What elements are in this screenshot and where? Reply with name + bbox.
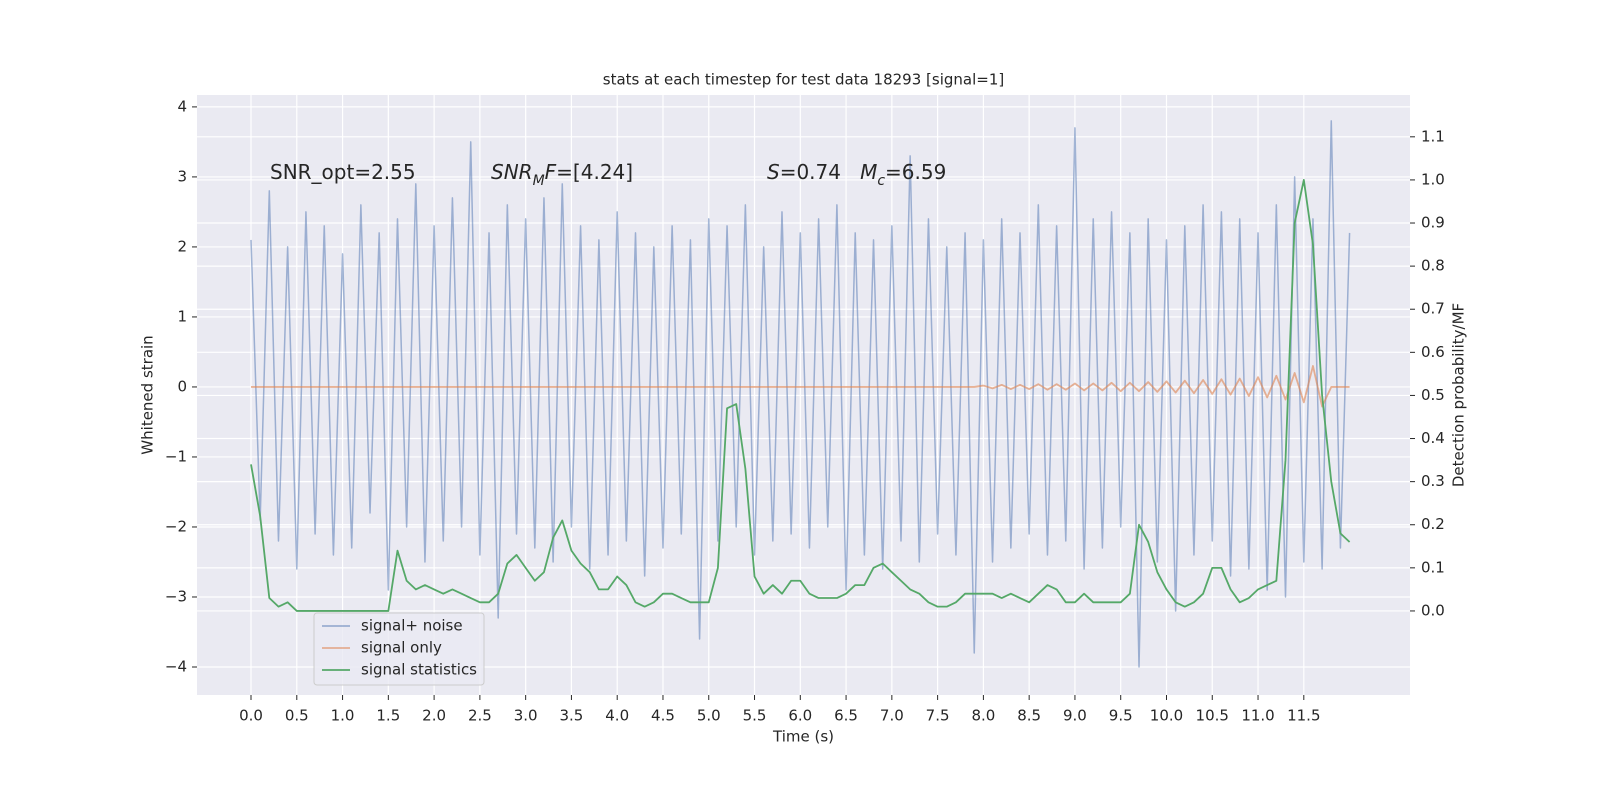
- annotation-part: =0.74: [780, 160, 860, 184]
- y-tick-label: 1: [177, 307, 187, 325]
- x-tick-label: 3.5: [559, 707, 583, 725]
- y2-tick-label: 0.3: [1421, 472, 1445, 490]
- y2-tick-label: 0.9: [1421, 214, 1445, 232]
- x-tick-label: 2.5: [468, 707, 492, 725]
- annotation-part: M: [533, 173, 545, 189]
- y2-tick-label: 0.4: [1421, 429, 1445, 447]
- x-tick-label: 2.0: [422, 707, 446, 725]
- legend-label: signal only: [361, 639, 442, 657]
- y2-tick-label: 0.2: [1421, 515, 1445, 533]
- annotation-part: S: [767, 160, 780, 184]
- y-tick-label: 3: [177, 167, 187, 185]
- x-tick-label: 0.0: [239, 707, 263, 725]
- x-tick-label: 11.5: [1287, 707, 1320, 725]
- legend-box: [313, 612, 485, 686]
- x-tick-label: 5.0: [697, 707, 721, 725]
- y2-axis-label: Detection probability/MF: [1450, 303, 1468, 487]
- x-tick-label: 10.0: [1150, 707, 1183, 725]
- series-line: [250, 120, 1351, 668]
- x-tick-label: 9.5: [1109, 707, 1133, 725]
- y2-tick-label: 0.6: [1421, 343, 1445, 361]
- x-tick-label: 3.0: [514, 707, 538, 725]
- x-axis-label: Time (s): [772, 728, 834, 746]
- x-tick-label: 1.0: [331, 707, 355, 725]
- y2-tick-label: 0.1: [1421, 558, 1445, 576]
- y-tick-label: 2: [177, 237, 187, 255]
- x-tick-label: 10.5: [1196, 707, 1229, 725]
- legend-label: signal+ noise: [361, 617, 463, 635]
- annotation-part: SNR_opt=2.55: [270, 160, 416, 184]
- y2-tick-label: 0.5: [1421, 386, 1445, 404]
- x-tick-label: 1.5: [376, 707, 400, 725]
- x-tick-label: 4.5: [651, 707, 675, 725]
- annotation-part: =6.59: [885, 160, 946, 184]
- x-tick-label: 6.0: [788, 707, 812, 725]
- x-tick-label: 6.5: [834, 707, 858, 725]
- x-tick-label: 0.5: [285, 707, 309, 725]
- y2-tick-label: 1.0: [1421, 170, 1445, 188]
- chart-title: stats at each timestep for test data 182…: [603, 71, 1004, 89]
- y-axis-label: Whitened strain: [139, 335, 157, 454]
- annotation-part: =[4.24]: [556, 160, 633, 184]
- y-tick-label: 0: [177, 377, 187, 395]
- annotation-part: c: [877, 173, 885, 189]
- x-tick-label: 7.0: [880, 707, 904, 725]
- annotation-part: M: [860, 160, 877, 184]
- y2-tick-label: 0.0: [1421, 601, 1445, 619]
- annotation: SNR_opt=2.55: [270, 160, 416, 184]
- x-tick-label: 4.0: [605, 707, 629, 725]
- y-tick-label: 4: [177, 97, 187, 115]
- y2-tick-label: 1.1: [1421, 127, 1445, 145]
- x-tick-label: 5.5: [743, 707, 767, 725]
- annotation-part: F: [545, 160, 557, 184]
- x-tick-label: 7.5: [926, 707, 950, 725]
- annotation: SNRMF=[4.24]: [491, 160, 633, 190]
- x-tick-label: 9.0: [1063, 707, 1087, 725]
- series-line: [250, 179, 1351, 612]
- legend-label: signal statistics: [361, 661, 477, 679]
- series-line: [251, 365, 1350, 408]
- y2-tick-label: 0.7: [1421, 300, 1445, 318]
- y-tick-label: −3: [165, 587, 187, 605]
- y-tick-label: −2: [165, 517, 187, 535]
- y2-tick-label: 0.8: [1421, 257, 1445, 275]
- annotation: S=0.74 Mc=6.59: [767, 160, 946, 190]
- y-tick-label: −1: [165, 447, 187, 465]
- annotation-part: SNR: [491, 160, 533, 184]
- x-tick-label: 11.0: [1241, 707, 1274, 725]
- x-tick-label: 8.5: [1017, 707, 1041, 725]
- x-tick-label: 8.0: [971, 707, 995, 725]
- y-tick-label: −4: [165, 657, 187, 675]
